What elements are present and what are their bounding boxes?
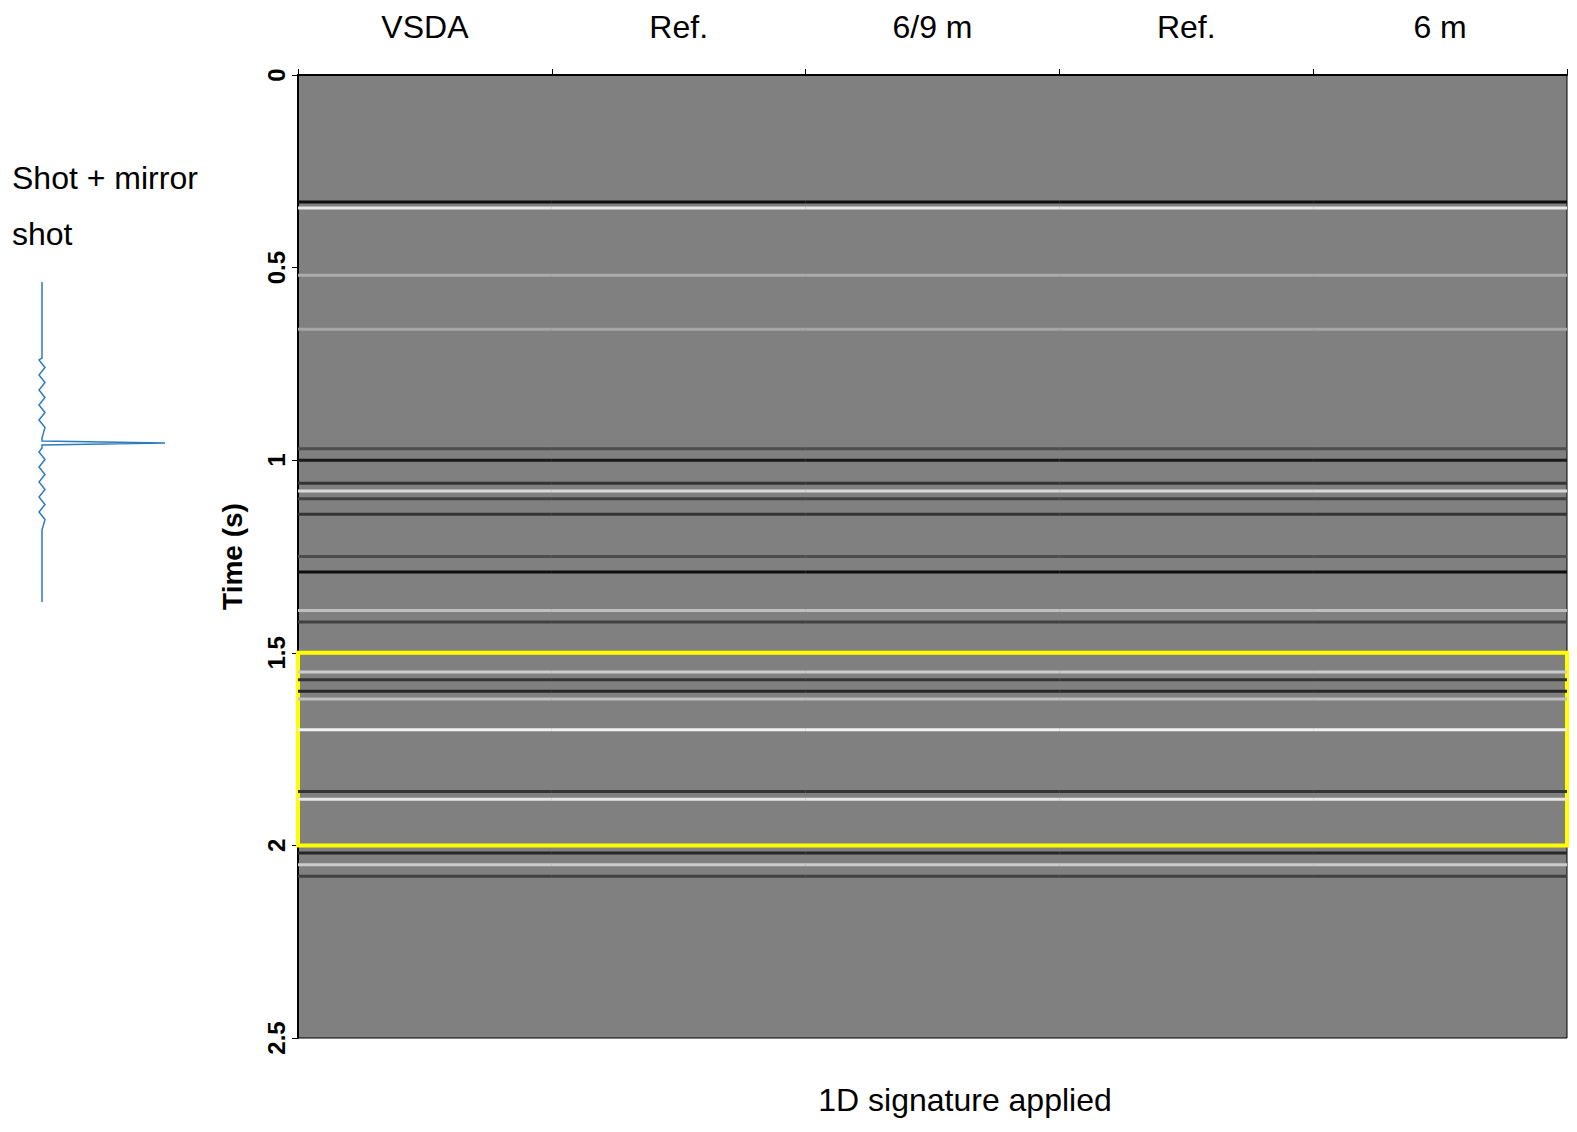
svg-text:6/9 m: 6/9 m — [892, 9, 972, 45]
svg-text:Shot + mirror: Shot + mirror — [12, 160, 207, 196]
svg-text:1D signature applied: 1D signature applied — [818, 1082, 1112, 1118]
svg-text:0: 0 — [263, 68, 290, 81]
svg-text:VSDA: VSDA — [381, 9, 469, 45]
svg-text:Ref.: Ref. — [1157, 9, 1216, 45]
svg-text:2.5: 2.5 — [263, 1021, 290, 1054]
svg-text:2: 2 — [263, 839, 290, 852]
svg-text:Ref.: Ref. — [649, 9, 708, 45]
svg-text:0.5: 0.5 — [263, 251, 290, 284]
svg-text:shot: shot — [12, 216, 73, 252]
svg-text:1: 1 — [263, 454, 290, 467]
svg-text:1.5: 1.5 — [263, 636, 290, 669]
svg-text:Time (s): Time (s) — [217, 503, 248, 610]
svg-text:6 m: 6 m — [1413, 9, 1466, 45]
